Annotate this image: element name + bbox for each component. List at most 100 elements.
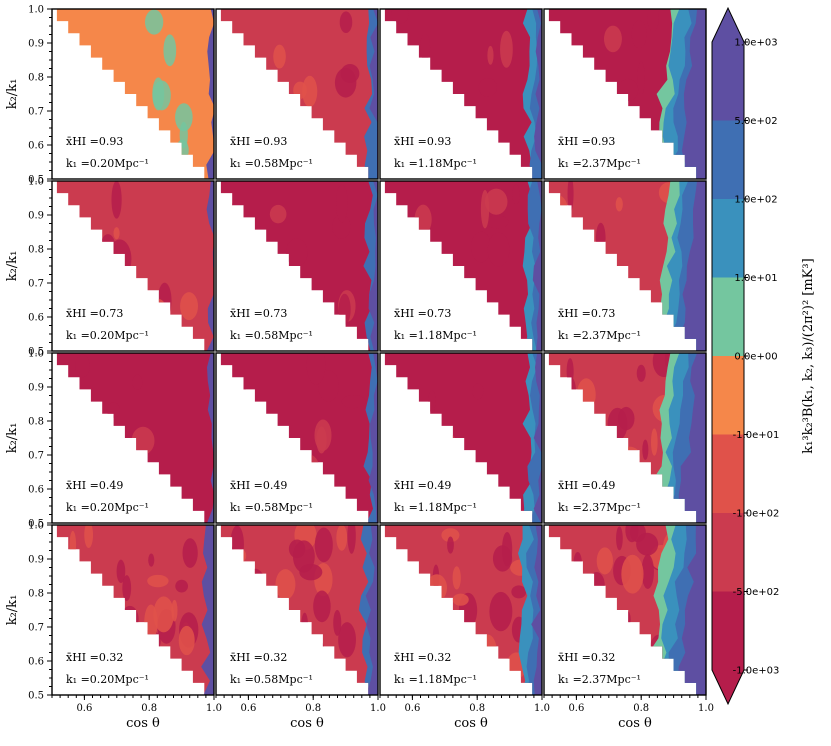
colorbar-tick-label: 0.0e+00	[734, 352, 777, 363]
panel-frame	[379, 8, 543, 180]
contour-blob	[297, 454, 320, 483]
contour-blob	[439, 439, 455, 467]
contour-blob	[642, 650, 649, 687]
panel-r3-c2: x̄HI =0.49 k₁ =0.58Mpc⁻¹	[215, 352, 379, 524]
y-tick-label: 0.8	[28, 245, 44, 256]
panel-base-region	[216, 353, 378, 523]
panel-k1-label: k₁ =2.37Mpc⁻¹	[558, 329, 641, 342]
contour-blob	[121, 605, 139, 633]
contour-blob	[500, 30, 513, 68]
y-tick-label: 1.0	[28, 5, 44, 16]
panel-r3-c3: x̄HI =0.49 k₁ =1.18Mpc⁻¹	[379, 352, 543, 524]
panel-k1-label: k₁ =0.20Mpc⁻¹	[66, 329, 149, 342]
y-tick-label: 0.5	[28, 691, 44, 702]
contour-blob	[454, 626, 476, 644]
contour-blob	[487, 45, 494, 65]
contour-blob	[391, 9, 409, 24]
contour-blob	[615, 197, 623, 212]
y-axis-label: k₂/k₁	[5, 595, 20, 626]
panel-xhi-label: x̄HI =0.73	[394, 307, 451, 320]
panel-fill	[380, 525, 542, 695]
contour-blob	[219, 631, 233, 649]
contour-blob	[588, 572, 605, 599]
panel-xhi-label: x̄HI =0.73	[558, 307, 615, 320]
panel-r2-c2: x̄HI =0.73 k₁ =0.58Mpc⁻¹	[215, 180, 379, 352]
contour-blob	[637, 61, 645, 96]
contour-blob	[472, 383, 484, 400]
contour-blob	[147, 574, 169, 588]
contour-blob	[624, 611, 631, 628]
x-tick-label: 1.0	[698, 703, 714, 714]
panel-r2-c1: x̄HI =0.73 k₁ =0.20Mpc⁻¹	[51, 180, 215, 352]
panel-k1-label: k₁ =1.18Mpc⁻¹	[394, 501, 477, 514]
contour-blob	[301, 612, 308, 637]
panel-base-region	[52, 181, 214, 351]
panel-r1-c1: x̄HI =0.93 k₁ =0.20Mpc⁻¹	[51, 8, 215, 180]
y-tick-label: 1.0	[28, 177, 44, 188]
panel-fill	[380, 353, 542, 523]
contour-blob	[144, 604, 158, 641]
contour-blob	[414, 204, 432, 235]
contour-blob	[267, 610, 289, 633]
contour-blob	[439, 442, 447, 463]
contour-blob	[221, 544, 236, 584]
panel-frame	[379, 180, 543, 352]
x-tick-label: 0.6	[568, 703, 584, 714]
contour-blob	[616, 526, 623, 551]
contour-blob	[447, 536, 454, 554]
panel-k1-label: k₁ =0.58Mpc⁻¹	[230, 329, 313, 342]
colorbar-segment	[712, 434, 744, 514]
colorbar-segment	[712, 120, 744, 200]
y-tick-label: 0.6	[28, 141, 44, 152]
contour-blob	[484, 188, 508, 215]
x-tick-label: 0.6	[76, 703, 92, 714]
edge-band	[369, 9, 378, 179]
contour-blob	[224, 613, 246, 630]
panel-r1-c2: x̄HI =0.93 k₁ =0.58Mpc⁻¹	[215, 8, 379, 180]
contour-blob	[625, 525, 639, 543]
panel-frame	[215, 8, 379, 180]
contour-blob	[428, 390, 436, 413]
edge-band	[677, 353, 706, 523]
y-axis-label: k₂/k₁	[5, 423, 20, 454]
contour-blob	[341, 395, 366, 409]
y-tick-label: 0.7	[28, 107, 44, 118]
x-tick-label: 0.8	[141, 703, 157, 714]
panel-xhi-label: x̄HI =0.32	[66, 651, 123, 664]
contour-blob	[642, 439, 649, 460]
edge-band	[207, 353, 214, 523]
contour-blob	[596, 547, 613, 575]
contour-blob	[410, 587, 431, 624]
colorbar-segment	[712, 42, 744, 121]
contour-blob	[475, 313, 497, 331]
contour-blob	[306, 353, 326, 385]
x-tick-label: 1.0	[206, 703, 222, 714]
panel-frame	[215, 352, 379, 524]
contour-blob	[339, 11, 353, 34]
contour-blob	[478, 634, 498, 671]
contour-blob	[318, 370, 339, 402]
edge-band	[527, 181, 542, 351]
contour-blob	[313, 590, 331, 623]
contour-blob	[639, 477, 649, 498]
panel-base-region	[380, 353, 542, 523]
contour-blob	[626, 136, 649, 154]
contour-blob	[163, 34, 177, 67]
contour-blob	[153, 596, 174, 633]
contour-blob	[392, 391, 410, 416]
contour-blob	[618, 471, 633, 490]
contour-blob	[402, 68, 409, 107]
panel-xhi-label: x̄HI =0.73	[66, 307, 123, 320]
y-axis-label: k₂/k₁	[5, 251, 20, 282]
contour-blob	[512, 184, 520, 205]
contour-blob	[63, 570, 79, 598]
contour-blob	[489, 591, 513, 632]
y-tick-label: 0.7	[28, 279, 44, 290]
contour-blob	[285, 238, 308, 267]
contour-blob	[95, 438, 117, 469]
contour-blob	[152, 80, 171, 111]
panel-k1-label: k₁ =0.20Mpc⁻¹	[66, 501, 149, 514]
contour-blob	[55, 621, 80, 640]
panel-r4-c1: x̄HI =0.32 k₁ =0.20Mpc⁻¹	[51, 524, 215, 696]
contour-blob	[573, 551, 582, 574]
